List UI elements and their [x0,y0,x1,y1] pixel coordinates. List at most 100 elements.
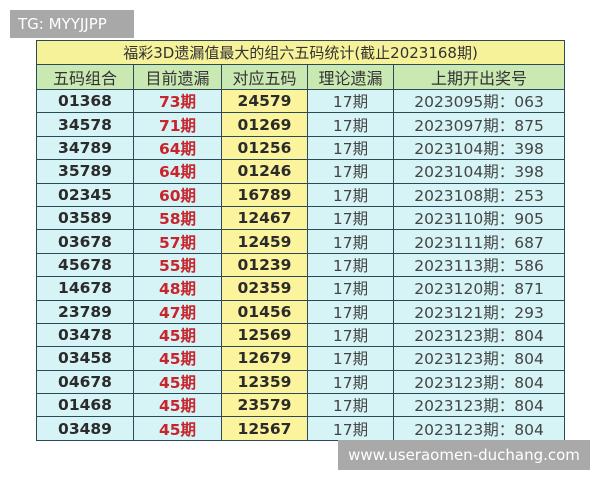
table-cell: 58期 [133,205,222,231]
table-cell: 12359 [221,369,308,395]
table-cell: 17期 [307,252,394,278]
table-cell: 55期 [133,252,222,278]
table-cell: 2023104期：398 [392,159,566,184]
table-cell: 2023123期：804 [392,393,566,418]
table-cell: 2023104期：398 [392,135,566,161]
table-cell: 12569 [221,322,308,348]
table-cell: 17期 [307,346,394,371]
table-cell: 64期 [133,159,222,184]
table-cell: 45678 [36,252,134,278]
table-row: 03678 57期 12459 17期 2023111期：687 [36,229,566,254]
table-title: 福彩3D遗漏值最大的组六五码统计(截止2023168期) [35,40,566,65]
table-cell: 47期 [133,299,222,324]
table-cell: 01269 [221,112,308,137]
stats-table: 福彩3D遗漏值最大的组六五码统计(截止2023168期) 五码组合 目前遗漏 对… [35,40,566,441]
table-cell: 2023123期：804 [392,369,566,395]
table-cell: 03478 [36,322,134,348]
table-cell: 01239 [221,252,308,278]
table-cell: 12567 [221,416,308,441]
table-cell: 2023113期：586 [392,252,566,278]
header-row: 五码组合 目前遗漏 对应五码 理论遗漏 上期开出奖号 [36,64,566,90]
table-cell: 17期 [307,369,394,395]
table-cell: 45期 [133,346,222,371]
table-cell: 17期 [307,182,394,207]
table-cell: 16789 [221,182,308,207]
table-row: 34578 71期 01269 17期 2023097期：875 [36,112,566,137]
table-cell: 17期 [307,205,394,231]
table-cell: 73期 [133,88,222,114]
table-row: 03478 45期 12569 17期 2023123期：804 [36,322,566,348]
header-cell: 上期开出奖号 [392,64,566,90]
table-row: 35789 64期 01246 17期 2023104期：398 [36,159,566,184]
table-cell: 01456 [221,299,308,324]
table-cell: 17期 [307,229,394,254]
table-cell: 2023123期：804 [392,322,566,348]
table-cell: 2023095期：063 [392,88,566,114]
table-cell: 17期 [307,393,394,418]
table-cell: 2023110期：905 [392,205,566,231]
table-cell: 03678 [36,229,134,254]
table-cell: 23579 [221,393,308,418]
table-cell: 2023111期：687 [392,229,566,254]
table-cell: 2023123期：804 [392,346,566,371]
table-cell: 34789 [36,135,134,161]
table-cell: 2023120期：871 [392,276,566,301]
table-cell: 17期 [307,159,394,184]
table-cell: 45期 [133,322,222,348]
table-cell: 17期 [307,135,394,161]
table-row: 02345 60期 16789 17期 2023108期：253 [36,182,566,207]
table-cell: 2023121期：293 [392,299,566,324]
table-cell: 02345 [36,182,134,207]
table-cell: 24579 [221,88,308,114]
header-cell: 对应五码 [221,64,308,90]
table-cell: 2023108期：253 [392,182,566,207]
table-cell: 2023123期：804 [392,416,566,441]
table-cell: 03489 [36,416,134,441]
table-cell: 03458 [36,346,134,371]
table-cell: 14678 [36,276,134,301]
table-cell: 34578 [36,112,134,137]
header-cell: 目前遗漏 [133,64,222,90]
table-cell: 17期 [307,416,394,441]
table-cell: 12467 [221,205,308,231]
watermark-top-left: TG: MYYJJPP [10,10,134,38]
table-cell: 12459 [221,229,308,254]
table-row: 01368 73期 24579 17期 2023095期：063 [36,88,566,114]
table-cell: 45期 [133,393,222,418]
table-cell: 17期 [307,322,394,348]
table-cell: 2023097期：875 [392,112,566,137]
table-row: 23789 47期 01456 17期 2023121期：293 [36,299,566,324]
table-cell: 45期 [133,416,222,441]
table-cell: 12679 [221,346,308,371]
table-cell: 01256 [221,135,308,161]
header-cell: 五码组合 [36,64,134,90]
table-cell: 04678 [36,369,134,395]
table-cell: 45期 [133,369,222,395]
table-cell: 57期 [133,229,222,254]
table-row: 45678 55期 01239 17期 2023113期：586 [36,252,566,278]
table-cell: 01246 [221,159,308,184]
table-cell: 17期 [307,88,394,114]
table-cell: 03589 [36,205,134,231]
table-row: 03489 45期 12567 17期 2023123期：804 [36,416,566,441]
table-cell: 35789 [36,159,134,184]
table-cell: 60期 [133,182,222,207]
table-row: 03589 58期 12467 17期 2023110期：905 [36,205,566,231]
table-cell: 64期 [133,135,222,161]
table-cell: 23789 [36,299,134,324]
table-row: 34789 64期 01256 17期 2023104期：398 [36,135,566,161]
table-cell: 48期 [133,276,222,301]
table-cell: 71期 [133,112,222,137]
table-cell: 02359 [221,276,308,301]
table-cell: 17期 [307,299,394,324]
table-cell: 01468 [36,393,134,418]
table-row: 01468 45期 23579 17期 2023123期：804 [36,393,566,418]
watermark-bottom-right: www.useraomen-duchang.com [338,440,590,470]
header-cell: 理论遗漏 [307,64,394,90]
table-cell: 01368 [36,88,134,114]
table-cell: 17期 [307,112,394,137]
table-row: 14678 48期 02359 17期 2023120期：871 [36,276,566,301]
table-row: 04678 45期 12359 17期 2023123期：804 [36,369,566,395]
table-row: 03458 45期 12679 17期 2023123期：804 [36,346,566,371]
table-cell: 17期 [307,276,394,301]
